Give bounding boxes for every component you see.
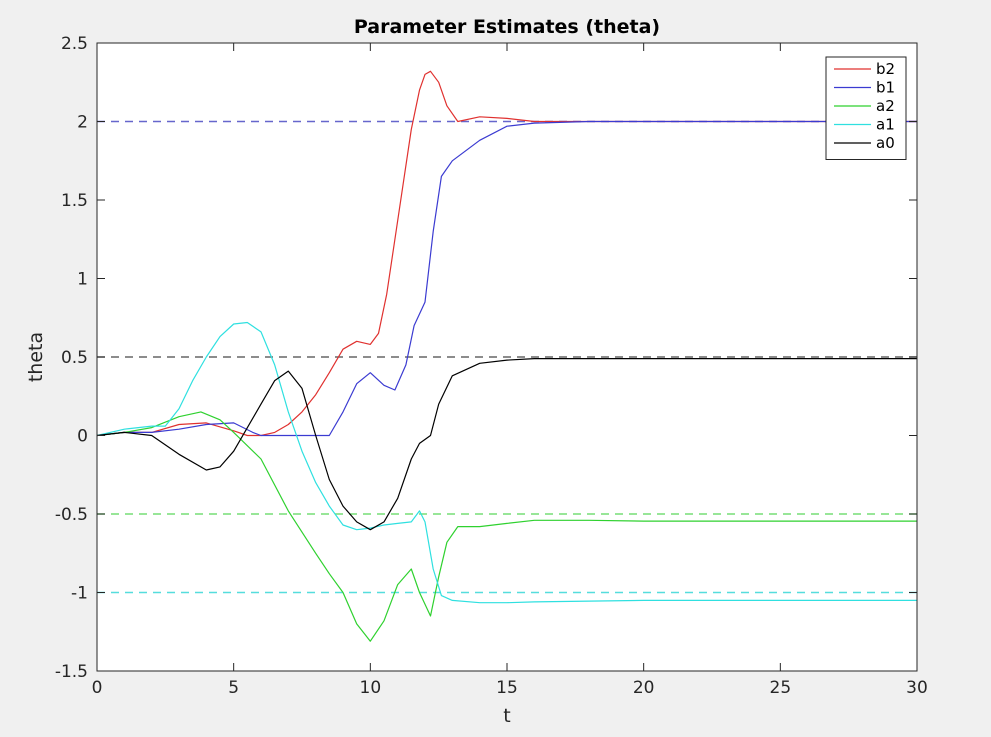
- x-tick-label: 0: [92, 678, 103, 698]
- chart-title: Parameter Estimates (theta): [354, 16, 660, 38]
- y-tick-label: -1: [71, 584, 88, 604]
- y-tick-label: 0: [77, 427, 88, 447]
- legend-label-a1: a1: [876, 116, 895, 134]
- x-tick-label: 15: [496, 678, 518, 698]
- y-tick-label: 1: [77, 270, 88, 290]
- legend-label-b1: b1: [876, 79, 895, 97]
- legend-label-a2: a2: [876, 97, 895, 115]
- x-tick-label: 5: [228, 678, 239, 698]
- axes: 0 5 10 15 20 25 30 -1.5 -1 -0.5 0 0.5 1 1.5 2 2.5: [55, 34, 928, 698]
- y-tick-label: -1.5: [55, 662, 88, 682]
- y-tick-label: -0.5: [55, 505, 88, 525]
- series-line-b2: [96, 70, 917, 437]
- y-tick-label: 0.5: [61, 348, 88, 368]
- x-tick-label: 20: [633, 678, 655, 698]
- y-axis-label: theta: [25, 332, 47, 382]
- x-axis-label: t: [503, 705, 510, 727]
- legend-label-b2: b2: [876, 60, 895, 78]
- series-line-a2: [96, 411, 917, 642]
- y-tick-label: 1.5: [61, 191, 88, 211]
- y-tick-label: 2: [77, 113, 88, 133]
- y-tick-label: 2.5: [61, 34, 88, 54]
- series-line-a1: [96, 321, 917, 604]
- legend-label-a0: a0: [876, 134, 895, 152]
- reference-lines: [97, 120, 917, 594]
- series-line-a0: [96, 358, 917, 531]
- x-tick-label: 10: [360, 678, 382, 698]
- series-lines: [96, 70, 917, 642]
- x-tick-label: 25: [770, 678, 792, 698]
- x-tick-label: 30: [906, 678, 928, 698]
